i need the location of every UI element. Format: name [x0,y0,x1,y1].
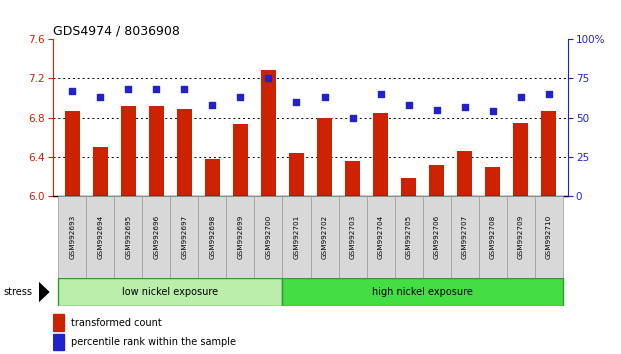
Text: GSM992697: GSM992697 [181,215,188,259]
Point [404,102,414,108]
FancyBboxPatch shape [255,196,283,278]
FancyBboxPatch shape [227,196,255,278]
Text: low nickel exposure: low nickel exposure [122,287,219,297]
Text: GSM992695: GSM992695 [125,215,132,259]
Point [460,104,469,109]
Text: GDS4974 / 8036908: GDS4974 / 8036908 [53,25,179,38]
FancyBboxPatch shape [422,196,451,278]
Point [432,107,442,113]
Bar [120,106,136,196]
Text: GSM992707: GSM992707 [461,215,468,259]
Bar [177,109,192,196]
Bar [205,159,220,196]
FancyBboxPatch shape [310,196,338,278]
Text: GSM992710: GSM992710 [546,215,551,259]
Bar [317,118,332,196]
Text: GSM992709: GSM992709 [517,215,524,259]
Bar [289,153,304,196]
Bar [261,70,276,196]
FancyBboxPatch shape [283,196,310,278]
Text: GSM992704: GSM992704 [378,215,384,259]
Text: GSM992693: GSM992693 [70,215,75,259]
FancyBboxPatch shape [142,196,170,278]
Bar [541,111,556,196]
FancyBboxPatch shape [451,196,479,278]
FancyBboxPatch shape [535,196,563,278]
Text: GSM992702: GSM992702 [322,215,327,259]
FancyBboxPatch shape [283,278,563,306]
FancyBboxPatch shape [366,196,394,278]
Bar [148,106,164,196]
Bar [233,124,248,196]
Point [320,95,330,100]
Text: high nickel exposure: high nickel exposure [372,287,473,297]
Text: GSM992700: GSM992700 [266,215,271,259]
Bar [429,165,444,196]
FancyBboxPatch shape [58,278,283,306]
Point [68,88,78,94]
Point [152,86,161,92]
FancyBboxPatch shape [479,196,507,278]
Text: percentile rank within the sample: percentile rank within the sample [71,337,236,347]
Text: GSM992694: GSM992694 [97,215,104,259]
Bar [65,111,80,196]
Point [487,109,497,114]
Text: GSM992706: GSM992706 [433,215,440,259]
Point [376,91,386,97]
Bar [53,333,64,350]
Text: GSM992701: GSM992701 [294,215,299,259]
Point [207,102,217,108]
Text: GSM992698: GSM992698 [209,215,215,259]
Bar [401,178,416,196]
Bar [93,147,108,196]
FancyBboxPatch shape [114,196,142,278]
Text: GSM992708: GSM992708 [489,215,496,259]
FancyBboxPatch shape [170,196,199,278]
Text: GSM992699: GSM992699 [237,215,243,259]
FancyBboxPatch shape [58,196,86,278]
Bar [53,314,64,331]
Point [96,95,106,100]
Text: transformed count: transformed count [71,318,161,327]
FancyBboxPatch shape [86,196,114,278]
Polygon shape [39,281,50,303]
Bar [373,113,388,196]
Text: GSM992696: GSM992696 [153,215,160,259]
FancyBboxPatch shape [394,196,422,278]
FancyBboxPatch shape [338,196,366,278]
FancyBboxPatch shape [199,196,227,278]
FancyBboxPatch shape [507,196,535,278]
Text: GSM992705: GSM992705 [406,215,412,259]
Bar [345,161,360,196]
Bar [457,151,473,196]
Point [263,75,273,81]
Point [291,99,301,105]
Text: stress: stress [3,287,32,297]
Point [124,86,134,92]
Bar [513,122,528,196]
Point [348,115,358,120]
Text: GSM992703: GSM992703 [350,215,355,259]
Point [543,91,553,97]
Point [235,95,245,100]
Point [515,95,525,100]
Point [179,86,189,92]
Bar [485,167,501,196]
